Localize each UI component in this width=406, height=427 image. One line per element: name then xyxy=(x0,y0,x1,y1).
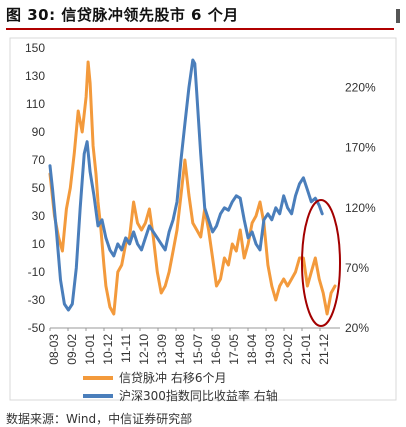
figure-title: 图 30: 信贷脉冲领先股市 6 个月 xyxy=(6,6,239,24)
right-tick-label: 20% xyxy=(345,321,369,335)
left-tick-label: 130 xyxy=(25,69,45,83)
x-tick-label: 18-04 xyxy=(245,334,259,365)
source-line: 数据来源：Wind，中信证券研究部 xyxy=(6,412,193,426)
left-tick-label: 10 xyxy=(32,237,46,251)
highlight-ellipse xyxy=(301,199,341,327)
x-tick-label: 11-11 xyxy=(119,334,133,363)
legend-label: 沪深300指数同比收益率 右轴 xyxy=(119,388,278,403)
x-tick-label: 09-02 xyxy=(65,334,79,365)
chart: -50 -30 -10 10 30 50 70 90 110 130 150 20% 70% 120% 17… xyxy=(9,37,397,403)
right-tick-label: 70% xyxy=(345,261,369,275)
right-tick-label: 120% xyxy=(345,201,376,215)
x-tick-label: 15-07 xyxy=(191,334,205,365)
left-tick-label: -30 xyxy=(28,293,46,307)
x-tick-label: 17-05 xyxy=(227,334,241,365)
left-tick-label: 70 xyxy=(32,153,46,167)
left-tick-label: 110 xyxy=(26,97,45,111)
left-tick-label: 150 xyxy=(25,41,45,55)
annotation-layer xyxy=(301,199,341,327)
left-tick-label: -10 xyxy=(28,265,46,279)
right-edge-mark xyxy=(396,9,400,23)
x-tick-label: 19-03 xyxy=(263,334,277,365)
left-tick-label: 50 xyxy=(32,181,46,195)
x-tick-label: 20-02 xyxy=(281,334,295,365)
figure-title-bar: 图 30: 信贷脉冲领先股市 6 个月 xyxy=(0,0,406,28)
chart-frame xyxy=(9,37,397,401)
x-tick-label: 10-01 xyxy=(83,334,97,365)
series-line-credit-impulse xyxy=(48,60,337,316)
axes-layer: -50 -30 -10 10 30 50 70 90 110 130 150 20% 70% 120% 17… xyxy=(25,41,376,365)
x-tick-label: 16-06 xyxy=(209,334,223,365)
x-tick-label: 21-01 xyxy=(299,334,313,365)
left-tick-label: -50 xyxy=(28,321,46,335)
x-tick-label: 12-10 xyxy=(137,334,151,365)
left-tick-label: 30 xyxy=(32,209,46,223)
x-tick-label: 14-08 xyxy=(173,334,187,365)
x-tick-label: 10-12 xyxy=(101,334,115,365)
x-tick-label: 08-03 xyxy=(47,334,61,365)
right-tick-label: 220% xyxy=(345,81,376,95)
series-line-csi300-yoy xyxy=(48,58,324,312)
left-tick-label: 90 xyxy=(32,125,46,139)
x-tick-label: 21-12 xyxy=(317,334,331,365)
series-layer xyxy=(48,58,337,316)
title-rule xyxy=(6,28,394,30)
right-tick-label: 170% xyxy=(345,141,376,155)
legend-label: 信贷脉冲 右移6个月 xyxy=(119,370,226,385)
x-tick-label: 13-09 xyxy=(155,334,169,365)
